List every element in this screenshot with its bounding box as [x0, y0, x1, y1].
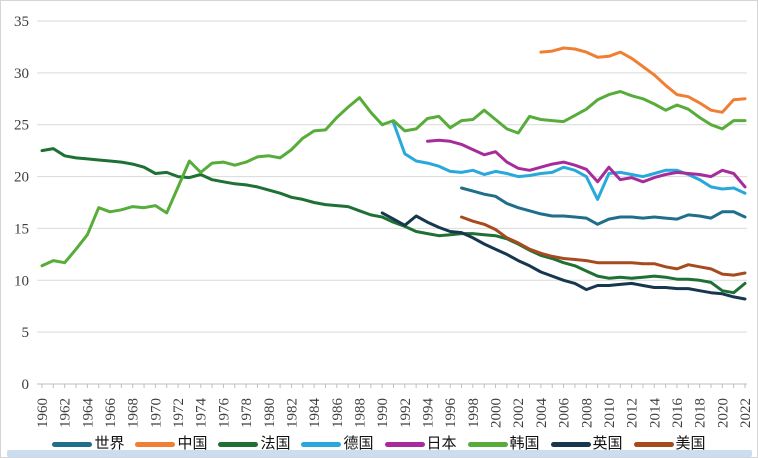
- x-tick-label: 1986: [330, 398, 346, 429]
- x-tick-label: 1990: [375, 398, 391, 428]
- chart-legend: 世界 中国 法国 德国 日本 韩国 英国 美国: [1, 434, 757, 454]
- legend-item-france: 法国: [218, 435, 291, 452]
- x-tick-label: 1984: [307, 398, 323, 429]
- x-tick-label: 1974: [194, 398, 210, 429]
- x-tick-label: 1992: [398, 398, 414, 428]
- legend-swatch-germany: [301, 441, 342, 447]
- series-line-uk: [380, 211, 747, 301]
- y-tick-label: 5: [22, 325, 30, 341]
- series-line-france: [40, 147, 747, 295]
- x-tick-label: 2014: [647, 398, 663, 429]
- x-tick-label: 1966: [103, 398, 119, 429]
- legend-label-korea: 韩国: [509, 435, 540, 452]
- x-tick-label: 2008: [579, 398, 595, 428]
- series-line-us: [460, 215, 747, 277]
- legend-label-china: 中国: [177, 435, 208, 452]
- legend-label-uk: 英国: [592, 435, 623, 452]
- legend-label-us: 美国: [675, 435, 706, 452]
- legend-label-france: 法国: [260, 435, 291, 452]
- legend-label-germany: 德国: [343, 435, 374, 452]
- x-tick-label: 1964: [80, 398, 96, 429]
- x-tick-label: 1972: [171, 398, 187, 428]
- x-tick-label: 2020: [715, 398, 731, 428]
- y-tick-label: 30: [14, 66, 29, 82]
- series-line-germany: [392, 121, 747, 201]
- y-tick-label: 10: [14, 273, 29, 289]
- legend-swatch-japan: [384, 441, 425, 447]
- y-tick-label: 15: [14, 221, 29, 237]
- y-tick-label: 0: [22, 377, 30, 393]
- y-tick-label: 25: [14, 118, 29, 134]
- x-tick-label: 1998: [466, 398, 482, 428]
- series-line-china: [539, 46, 747, 114]
- x-tick-label: 2016: [670, 398, 686, 429]
- legend-item-china: 中国: [135, 435, 208, 452]
- legend-swatch-france: [218, 441, 259, 447]
- legend-item-world: 世界: [52, 435, 125, 452]
- x-tick-label: 1996: [443, 398, 459, 429]
- legend-swatch-uk: [550, 441, 591, 447]
- x-tick-label: 1970: [148, 398, 164, 428]
- line-chart-plot-area: 0 5 10 15 20 25 30 35 1960 1962 1964 1966 1968 1970 19…: [14, 14, 754, 429]
- x-tick-label: 2004: [534, 398, 550, 429]
- x-tick-label: 2010: [602, 398, 618, 428]
- legend-item-uk: 英国: [550, 435, 623, 452]
- y-tick-label: 35: [14, 14, 29, 30]
- legend-item-germany: 德国: [301, 435, 374, 452]
- legend-item-us: 美国: [633, 435, 706, 452]
- x-tick-label: 1968: [126, 398, 142, 428]
- x-tick-label: 2006: [557, 398, 573, 429]
- legend-item-korea: 韩国: [467, 435, 540, 452]
- x-tick-label: 1962: [58, 398, 74, 428]
- horizontal-scrollbar[interactable]: [7, 450, 752, 457]
- legend-swatch-korea: [467, 441, 508, 447]
- legend-swatch-world: [52, 441, 93, 447]
- x-tick-label: 1978: [239, 398, 255, 428]
- x-tick-label: 2002: [511, 398, 527, 428]
- y-tick-label: 20: [14, 170, 29, 186]
- legend-item-japan: 日本: [384, 435, 457, 452]
- series-line-world: [460, 186, 747, 226]
- x-tick-label: 2022: [738, 398, 754, 428]
- x-tick-label: 2012: [625, 398, 641, 428]
- legend-swatch-china: [135, 441, 176, 447]
- legend-label-japan: 日本: [426, 435, 457, 452]
- x-tick-label: 1976: [216, 398, 232, 429]
- x-tick-label: 1988: [352, 398, 368, 428]
- legend-label-world: 世界: [94, 435, 125, 452]
- series-line-korea: [40, 90, 747, 268]
- legend-swatch-us: [633, 441, 674, 447]
- series-line-japan: [426, 138, 747, 189]
- x-tick-label: 1982: [284, 398, 300, 428]
- x-tick-label: 2000: [489, 398, 505, 428]
- x-tick-label: 1994: [421, 398, 437, 429]
- x-tick-label: 2018: [693, 398, 709, 428]
- x-tick-label: 1960: [35, 398, 51, 428]
- x-tick-label: 1980: [262, 398, 278, 428]
